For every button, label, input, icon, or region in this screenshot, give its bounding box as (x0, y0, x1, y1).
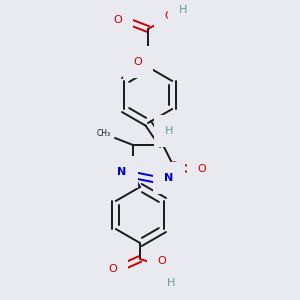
Text: O: O (165, 11, 173, 21)
Text: CH₃: CH₃ (97, 130, 111, 139)
Text: O: O (158, 256, 166, 266)
Text: H: H (165, 126, 174, 136)
Text: O: O (198, 164, 206, 174)
Text: O: O (114, 15, 122, 25)
Text: N: N (164, 173, 174, 183)
Text: O: O (109, 264, 117, 274)
Text: N: N (117, 167, 127, 177)
Text: H: H (179, 5, 187, 15)
Text: H: H (167, 278, 175, 288)
Text: O: O (134, 57, 142, 67)
